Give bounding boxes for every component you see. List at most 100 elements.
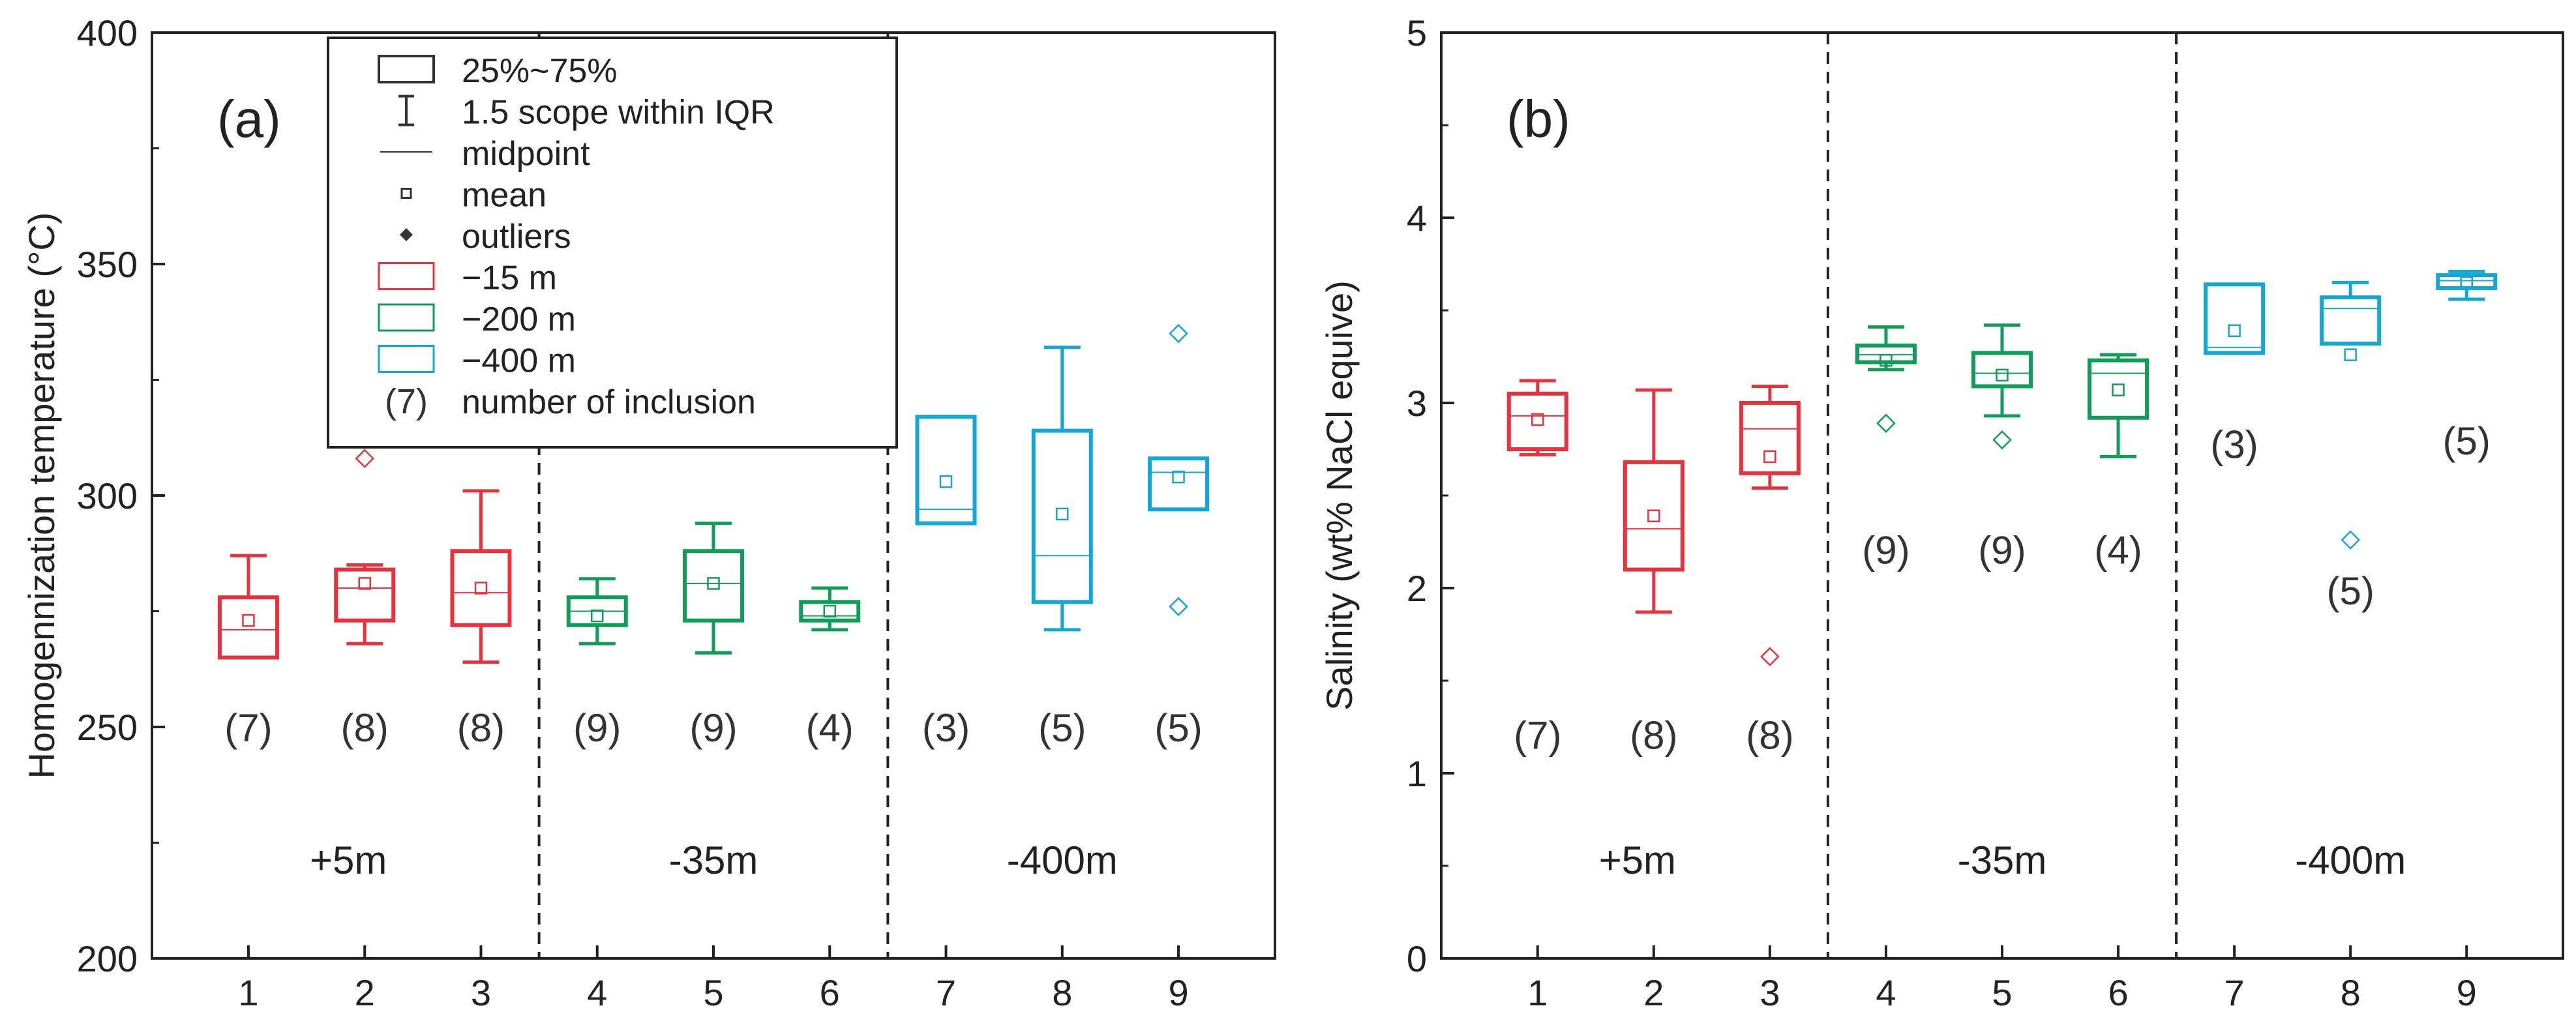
legend-frame [327,37,898,449]
box-group [799,586,861,632]
mean-marker [1996,368,2009,382]
x-tick-label: 3 [471,972,491,1013]
x-tick-label: 8 [1052,972,1072,1013]
box-iqr [1855,343,1917,364]
legend-item: 25%~75% [378,52,618,90]
box-iqr [2320,295,2382,346]
inclusion-count-label: (9) [573,706,621,750]
mean-marker [474,582,488,595]
y-tick-label: 350 [77,244,138,285]
section-label: +5m [1599,838,1676,882]
box-group [1855,325,1917,434]
box-group [450,489,512,664]
legend-series-symbol [378,303,435,332]
x-tick-label: 2 [1643,972,1664,1013]
legend-item: (7) number of inclusion [385,382,756,421]
box-group [1031,346,1093,632]
inclusion-count-label: (5) [1038,706,1086,750]
x-tick-label: 1 [1527,972,1548,1013]
box-group [1971,323,2033,450]
section-label: +5m [310,838,387,882]
mean-marker [939,475,953,488]
legend-label: number of inclusion [462,383,756,421]
inclusion-count-label: (4) [806,706,854,750]
y-tick-label: 200 [77,938,138,979]
legend-item: outliers [400,218,571,256]
outlier-marker [2341,530,2360,550]
x-tick-label: 8 [2341,972,2361,1013]
x-tick-label: 7 [936,972,956,1013]
outlier-marker [1169,597,1188,617]
mean-marker [2228,324,2241,337]
inclusion-count-label: (8) [1746,713,1793,757]
section-label: -400m [1007,838,1118,882]
y-tick-label: 0 [1407,938,1427,979]
box-group [683,522,744,655]
y-axis-label: Salinity (wt% NaCl equive) [1319,280,1360,711]
mean-marker [1647,509,1660,522]
legend-count-symbol: (7) [385,382,428,421]
mean-marker [2112,383,2125,396]
x-tick-label: 9 [1168,972,1188,1013]
x-tick-label: 6 [820,972,840,1013]
legend-label: 1.5 scope within IQR [462,94,775,132]
legend-series-symbol [378,262,435,290]
box-group [2320,280,2382,550]
legend-label: −15 m [462,259,557,297]
y-tick-label: 250 [77,707,138,748]
inclusion-count-label: (9) [689,706,737,750]
mean-marker [242,614,255,627]
legend-label: 25%~75% [462,52,618,90]
box-group [1623,388,1685,614]
box-group [217,554,279,660]
chart-panel-a: 200 250 300 350 400 Homogennization temperatu… [21,12,1276,1013]
box-iqr [2204,282,2266,355]
y-axis-label: Homogennization temperature (°C) [21,212,62,778]
panel-label: (a) [217,90,281,148]
x-tick-label: 6 [2108,972,2128,1013]
legend-label: −200 m [462,301,576,338]
box-group [2436,269,2498,301]
box-iqr [1031,428,1093,604]
box-group [2204,282,2266,355]
y-tick-label: 1 [1407,753,1427,794]
chart-panel-b: 0 1 2 3 4 5 Salinity (wt% NaCl equive) 1 2 3 4 5 6 7 8… [1319,12,2564,1013]
inclusion-count-label: (5) [2443,419,2491,463]
mean-marker [707,577,720,590]
box-iqr [683,549,744,623]
mean-marker [358,577,371,590]
inclusion-count-label: (7) [224,706,272,750]
mean-marker [1763,450,1776,464]
legend-label: midpoint [462,135,590,173]
x-tick-label: 4 [587,972,607,1013]
box-group [2088,353,2149,458]
box-group [915,415,977,525]
box-group [1739,384,1801,666]
mean-marker [1056,507,1069,521]
mean-marker [1880,353,1893,367]
box-iqr [1148,456,1210,512]
inclusion-count-label: (4) [2094,528,2142,572]
mean-marker [2460,276,2473,289]
legend-series-symbol [378,345,435,373]
legend-label: −400 m [462,342,576,380]
section-label: -400m [2295,838,2406,882]
plot-frame [1440,31,2564,960]
box-group [566,577,628,645]
outlier-marker [1876,413,1896,434]
box-iqr [799,600,861,623]
legend-item: mean [400,177,547,215]
y-tick-label: 300 [77,475,138,516]
inclusion-count-label: (7) [1514,713,1561,757]
y-tick-label: 400 [77,12,138,53]
x-tick-label: 7 [2224,972,2245,1013]
box-group [334,449,396,645]
x-tick-label: 5 [703,972,723,1013]
y-tick-label: 3 [1407,383,1427,424]
inclusion-count-label: (3) [2210,422,2258,466]
x-tick-label: 9 [2457,972,2477,1013]
y-tick-label: 5 [1407,12,1427,53]
inclusion-count-label: (8) [1630,713,1677,757]
mean-marker [2344,348,2357,361]
